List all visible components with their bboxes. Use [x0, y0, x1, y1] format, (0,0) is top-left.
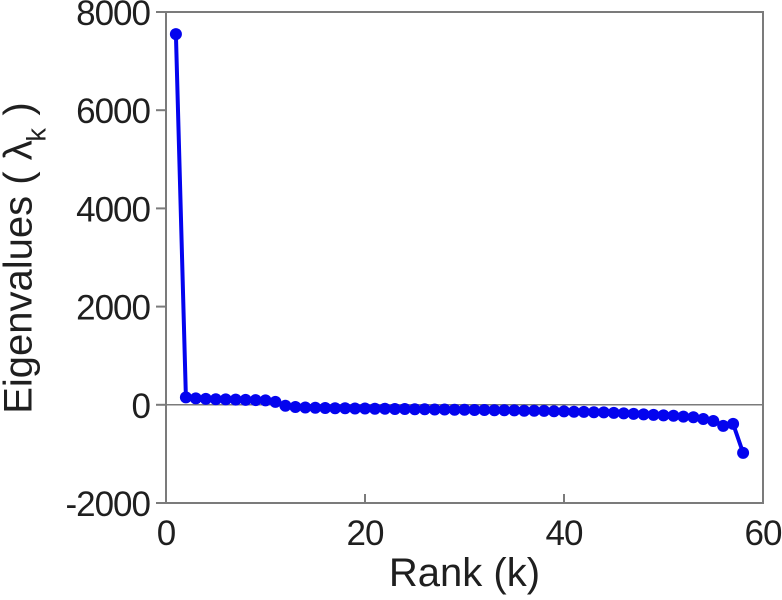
eigenvalue-marker [229, 393, 242, 406]
eigenvalue-marker [627, 407, 640, 420]
eigenvalue-marker [209, 393, 222, 406]
y-axis-label: Eigenvalues ( λk ) [0, 102, 52, 414]
eigenvalue-marker [538, 404, 551, 417]
eigenvalue-marker [329, 402, 342, 415]
eigenvalue-marker [299, 401, 312, 414]
eigenvalue-marker [219, 393, 232, 406]
eigenvalue-marker [398, 403, 411, 415]
eigenvalue-marker [568, 405, 580, 418]
eigenvalue-marker [269, 395, 282, 408]
x-tick-label: 40 [546, 514, 583, 553]
y-tick-label: 8000 [76, 0, 150, 33]
eigenvalue-marker [637, 408, 650, 421]
eigenvalue-marker [558, 405, 570, 418]
eigenvalue-marker [418, 403, 431, 416]
x-tick-label: 60 [745, 514, 782, 553]
eigenvalue-marker [438, 403, 451, 416]
eigenvalue-marker [727, 417, 740, 430]
y-tick-label: 2000 [76, 289, 150, 328]
eigenvalue-marker [378, 402, 391, 415]
x-axis-label: Rank (k) [388, 551, 541, 595]
eigenvalue-marker [617, 407, 630, 420]
eigenvalue-marker [239, 393, 252, 406]
x-tick-label: 20 [347, 514, 384, 553]
eigenvalue-marker [319, 402, 332, 414]
eigenvalue-marker [309, 401, 322, 414]
eigenvalue-marker [488, 404, 501, 417]
eigenvalue-marker [508, 404, 521, 417]
y-tick-label: 0 [132, 387, 151, 426]
eigenvalue-marker [647, 408, 660, 421]
eigenvalue-marker [359, 402, 371, 415]
eigenvalue-marker [448, 403, 461, 416]
eigenvalue-marker [458, 403, 471, 416]
eigenvalue-marker [428, 403, 441, 416]
eigenvalue-marker [478, 404, 491, 416]
eigenvalue-marker [199, 392, 212, 405]
eigenvalue-marker [498, 404, 511, 417]
eigenvalue-marker [518, 404, 531, 417]
eigenvalue-marker [169, 28, 182, 41]
eigenvalue-marker [717, 419, 730, 432]
y-tick-label: -2000 [65, 485, 150, 524]
eigenvalue-marker [597, 406, 610, 419]
eigenvalue-marker [259, 394, 272, 407]
eigenvalue-marker [279, 399, 292, 412]
eigenvalue-marker [707, 415, 720, 427]
eigenvalue-marker [667, 409, 680, 422]
eigenvalue-marker [388, 403, 401, 415]
eigenvalue-marker [687, 411, 700, 424]
eigenvalue-marker [577, 405, 590, 418]
eigenvalue-marker [548, 405, 560, 418]
eigenvalue-line [173, 32, 746, 455]
eigenvalue-marker [189, 392, 202, 405]
y-tick-label: 4000 [76, 190, 150, 229]
x-tick-label: 0 [157, 514, 176, 553]
eigenvalue-marker [339, 402, 352, 415]
eigenvalue-marker [737, 446, 750, 459]
eigenvalue-marker [368, 402, 381, 415]
eigenvalue-marker [468, 404, 481, 416]
eigenvalue-marker [587, 406, 600, 419]
y-axis-label-end: ) [0, 102, 41, 127]
eigenvalue-marker [289, 401, 302, 413]
eigenvalue-marker [697, 413, 710, 425]
eigenvalue-marker [249, 394, 262, 407]
eigenvalue-marker [179, 391, 192, 404]
eigenvalue-marker [607, 406, 620, 419]
eigenvalue-marker [349, 402, 361, 415]
plot-border [165, 11, 764, 504]
eigenvalue-marker [408, 403, 421, 416]
eigenvalue-marker [677, 410, 690, 423]
eigenvalue-marker [657, 409, 670, 422]
y-axis-label-main: Eigenvalues ( λ [0, 140, 41, 414]
eigenvalue-marker [528, 404, 541, 417]
lambda-subscript: k [20, 128, 52, 142]
y-tick-label: 6000 [76, 92, 150, 131]
